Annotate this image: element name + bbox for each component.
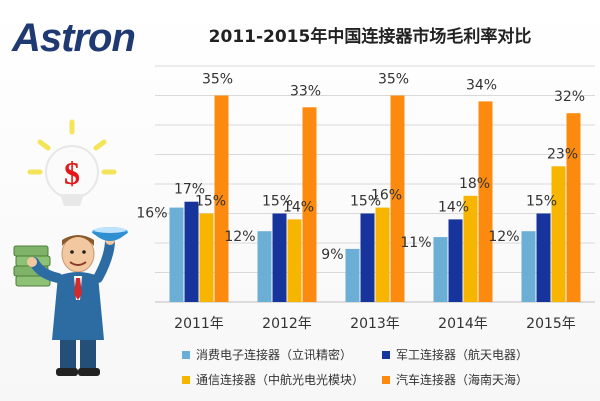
astron-logo: Astron — [12, 16, 136, 60]
x-tick-label: 2013年 — [350, 316, 400, 332]
bar-military — [360, 213, 375, 302]
bar-military — [448, 219, 463, 302]
data-label: 14% — [283, 199, 314, 215]
data-label: 11% — [400, 235, 431, 251]
legend-swatch — [382, 350, 390, 359]
x-tick-label: 2011年 — [174, 316, 224, 332]
data-label: 15% — [350, 194, 381, 210]
bar-military — [272, 213, 287, 302]
data-label: 15% — [195, 194, 226, 210]
legend-item: 军工连接器（航天电器） — [382, 346, 594, 363]
bar-auto — [478, 101, 493, 303]
legend-swatch — [182, 375, 190, 384]
bar-telecom — [287, 219, 302, 302]
bar-military — [536, 213, 551, 302]
bar-telecom — [463, 195, 478, 302]
data-label: 16% — [371, 188, 402, 204]
dollar-icon: $ — [64, 155, 80, 191]
bar-auto — [566, 113, 581, 302]
data-label: 35% — [202, 72, 233, 88]
chart-title: 2011-2015年中国连接器市场毛利率对比 — [208, 27, 532, 47]
data-label: 12% — [224, 229, 255, 245]
data-label: 16% — [136, 206, 167, 222]
bar-consumer — [169, 207, 184, 302]
data-label: 15% — [262, 194, 293, 210]
bowl-icon — [92, 227, 128, 241]
data-label: 32% — [554, 89, 585, 105]
data-label: 34% — [466, 77, 497, 93]
legend-label: 汽车连接器（海南天海） — [396, 373, 529, 387]
legend-swatch — [182, 350, 190, 359]
legend-item: 消费电子连接器（立讯精密） — [182, 346, 382, 363]
legend-swatch — [382, 375, 390, 384]
bar-telecom — [551, 166, 566, 302]
bars — [169, 95, 581, 303]
x-tick-label: 2015年 — [526, 316, 576, 332]
legend: 消费电子连接器（立讯精密） 军工连接器（航天电器） 通信连接器（中航光电光模块） 汽车… — [182, 346, 594, 388]
data-label: 33% — [290, 83, 321, 99]
bar-auto — [302, 107, 317, 302]
data-label: 17% — [174, 182, 205, 198]
data-label: 14% — [438, 199, 469, 215]
data-labels: 16%17%15%35%12%15%14%33%9%15%16%35%11%14… — [136, 72, 585, 263]
data-label: 35% — [378, 72, 409, 88]
x-tick-label: 2012年 — [262, 316, 312, 332]
bar-consumer — [521, 231, 536, 302]
bar-military — [184, 201, 199, 302]
bar-auto — [390, 95, 405, 302]
businessman-icon — [27, 235, 115, 376]
data-label: 18% — [459, 176, 490, 192]
bar-telecom — [199, 213, 214, 302]
bar-auto — [214, 95, 229, 302]
x-tick-label: 2014年 — [438, 316, 488, 332]
data-label: 23% — [547, 146, 578, 162]
data-label: 15% — [526, 194, 557, 210]
bar-telecom — [375, 207, 390, 302]
data-label: 12% — [488, 229, 519, 245]
x-axis: 2011年 2012年 2013年 2014年 2015年 — [174, 316, 576, 332]
bar-consumer — [257, 231, 272, 302]
data-label: 9% — [321, 247, 343, 263]
legend-item: 通信连接器（中航光电光模块） — [182, 371, 382, 388]
legend-label: 通信连接器（中航光电光模块） — [196, 373, 365, 387]
legend-label: 军工连接器（航天电器） — [396, 348, 529, 362]
bar-consumer — [433, 237, 448, 302]
legend-label: 消费电子连接器（立讯精密） — [196, 348, 353, 362]
bar-consumer — [345, 248, 360, 302]
illustration: $ — [13, 119, 128, 376]
legend-item: 汽车连接器（海南天海） — [382, 371, 594, 388]
